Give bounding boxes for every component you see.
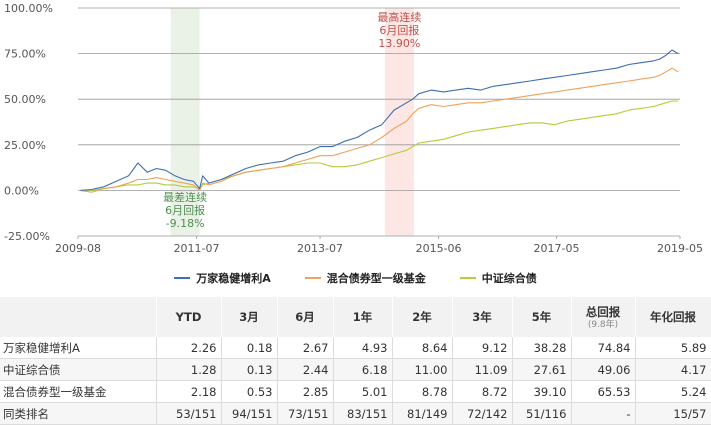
y-tick-label: 75.00% xyxy=(4,48,46,61)
best-6m-period-band xyxy=(384,8,414,236)
x-tick-label: 2011-07 xyxy=(174,242,220,255)
legend-swatch-benchmark xyxy=(459,277,476,279)
header-3m: 3月 xyxy=(221,297,278,337)
y-tick-label: 0.00% xyxy=(4,184,39,197)
value-cell: 65.53 xyxy=(571,380,636,403)
performance-table: YTD 3月 6月 1年 2年 3年 5年 总回报 (9.8年) 年化回报 万家… xyxy=(0,297,711,425)
row-label-cell: 中证综合债 xyxy=(0,358,157,381)
value-cell: 8.78 xyxy=(392,380,453,403)
worst-6m-annotation-line: 6月回报 xyxy=(165,203,205,217)
value-cell: 8.72 xyxy=(452,380,513,403)
table-header-row: YTD 3月 6月 1年 2年 3年 5年 总回报 (9.8年) 年化回报 xyxy=(0,297,711,337)
row-label-cell: 混合债券型一级基金 xyxy=(0,380,157,403)
best-6m-annotation-line: 最高连续 xyxy=(377,10,421,24)
value-cell: 1.28 xyxy=(156,358,222,381)
y-tick-label: 50.00% xyxy=(4,93,46,106)
worst-6m-annotation-line: 最差连续 xyxy=(163,190,207,204)
value-cell: 39.10 xyxy=(512,380,572,403)
best-6m-annotation-line: 6月回报 xyxy=(379,23,419,37)
header-2y: 2年 xyxy=(392,297,453,337)
series-line-benchmark xyxy=(80,100,679,191)
header-ytd: YTD xyxy=(156,297,222,337)
header-total-label: 总回报 xyxy=(585,304,621,319)
y-tick-label: 100.00% xyxy=(4,2,53,15)
value-cell: 11.00 xyxy=(392,358,453,381)
value-cell: 38.28 xyxy=(512,337,572,359)
legend-item-benchmark[interactable]: 中证综合债 xyxy=(459,270,537,286)
chart-legend: 万家稳健增利A 混合债券型一级基金 中证综合债 xyxy=(0,266,711,290)
row-label-cell: 万家稳健增利A xyxy=(0,337,157,359)
value-cell: 81/149 xyxy=(392,402,453,425)
row-peer-rank: 同类排名 53/151 94/151 73/151 83/151 81/149 72/142… xyxy=(0,402,711,425)
value-cell: 4.93 xyxy=(333,337,393,359)
header-5y: 5年 xyxy=(512,297,572,337)
legend-item-fund[interactable]: 万家稳健增利A xyxy=(174,270,271,286)
value-cell: 0.53 xyxy=(221,380,278,403)
value-cell: - xyxy=(571,402,636,425)
legend-label-peer-category: 混合债券型一级基金 xyxy=(326,272,426,285)
value-cell: 8.64 xyxy=(392,337,453,359)
value-cell: 0.13 xyxy=(221,358,278,381)
x-tick-label: 2015-06 xyxy=(416,242,462,255)
value-cell: 6.18 xyxy=(333,358,393,381)
row-benchmark: 中证综合债 1.28 0.13 2.44 6.18 11.00 11.09 27.61 49.0… xyxy=(0,358,711,381)
value-cell: 5.89 xyxy=(635,337,711,359)
series-line-fund xyxy=(80,49,679,191)
value-cell: 83/151 xyxy=(333,402,393,425)
value-cell: 51/116 xyxy=(512,402,572,425)
x-tick-label: 2019-05 xyxy=(657,242,703,255)
value-cell: 2.44 xyxy=(277,358,334,381)
row-fund: 万家稳健增利A 2.26 0.18 2.67 4.93 8.64 9.12 38.28 74.8… xyxy=(0,337,711,359)
legend-swatch-peer-category xyxy=(304,277,321,279)
row-peer-category: 混合债券型一级基金 2.18 0.53 2.85 5.01 8.78 8.72 39.10 65… xyxy=(0,380,711,403)
row-label-cell: 同类排名 xyxy=(0,402,157,425)
best-6m-annotation-line: 13.90% xyxy=(378,37,420,50)
value-cell: 27.61 xyxy=(512,358,572,381)
value-cell: 15/57 xyxy=(635,402,711,425)
value-cell: 2.18 xyxy=(156,380,222,403)
y-tick-label: -25.00% xyxy=(4,230,50,243)
worst-6m-annotation-line: -9.18% xyxy=(166,217,205,230)
value-cell: 4.17 xyxy=(635,358,711,381)
value-cell: 2.85 xyxy=(277,380,334,403)
value-cell: 73/151 xyxy=(277,402,334,425)
x-tick-label: 2013-07 xyxy=(297,242,343,255)
legend-label-benchmark: 中证综合债 xyxy=(481,272,537,285)
value-cell: 0.18 xyxy=(221,337,278,359)
value-cell: 5.01 xyxy=(333,380,393,403)
header-annualized-return: 年化回报 xyxy=(635,297,711,337)
value-cell: 5.24 xyxy=(635,380,711,403)
worst-6m-period-band xyxy=(170,8,200,236)
y-tick-label: 25.00% xyxy=(4,139,46,152)
value-cell: 49.06 xyxy=(571,358,636,381)
header-6m: 6月 xyxy=(277,297,334,337)
header-total-return: 总回报 (9.8年) xyxy=(571,297,636,337)
value-cell: 74.84 xyxy=(571,337,636,359)
value-cell: 9.12 xyxy=(452,337,513,359)
value-cell: 94/151 xyxy=(221,402,278,425)
value-cell: 11.09 xyxy=(452,358,513,381)
legend-label-fund: 万家稳健增利A xyxy=(196,272,271,285)
legend-swatch-fund xyxy=(174,277,191,279)
x-tick-label: 2017-05 xyxy=(534,242,580,255)
legend-item-peer-category[interactable]: 混合债券型一级基金 xyxy=(304,270,426,286)
x-tick-label: 2009-08 xyxy=(55,242,101,255)
header-1y: 1年 xyxy=(333,297,393,337)
performance-line-chart: 100.00% 75.00% 50.00% 25.00% 0.00% -25.00% 200… xyxy=(4,2,703,255)
value-cell: 2.26 xyxy=(156,337,222,359)
value-cell: 53/151 xyxy=(156,402,222,425)
header-total-period: (9.8年) xyxy=(587,319,619,330)
value-cell: 2.67 xyxy=(277,337,334,359)
series-line-peer-category xyxy=(80,67,679,193)
header-blank xyxy=(0,297,157,337)
table-body: 万家稳健增利A 2.26 0.18 2.67 4.93 8.64 9.12 38.28 74.8… xyxy=(0,337,711,425)
value-cell: 72/142 xyxy=(452,402,513,425)
header-3y: 3年 xyxy=(452,297,513,337)
